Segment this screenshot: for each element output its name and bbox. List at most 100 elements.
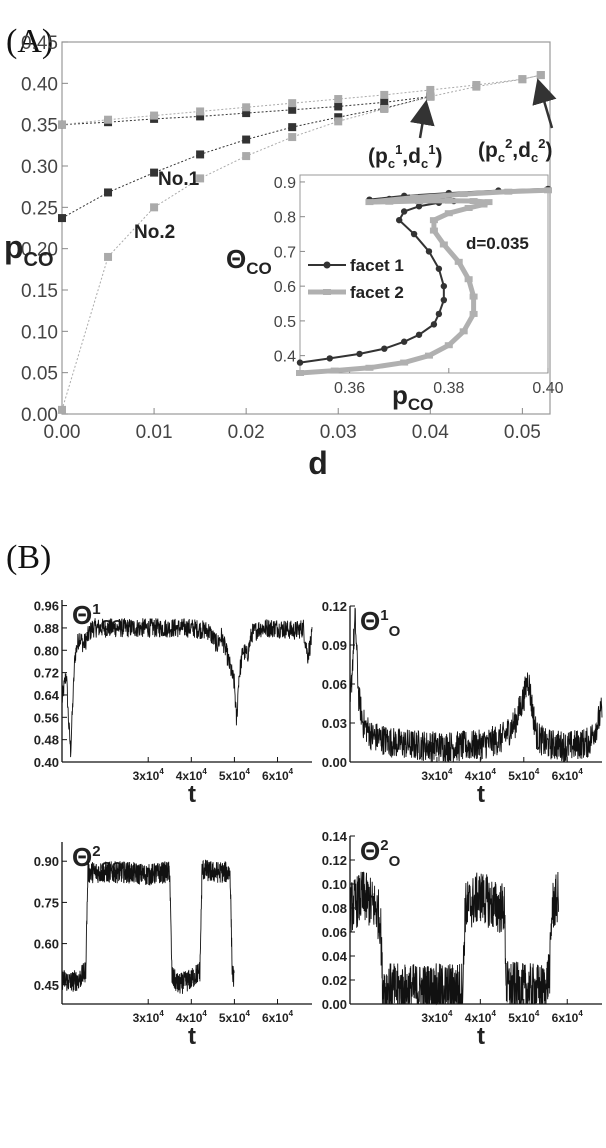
data-point-facet2_upper bbox=[334, 95, 343, 104]
time-series-trace bbox=[61, 859, 235, 994]
inset-data-point bbox=[330, 367, 339, 374]
y-tick-label: 0.00 bbox=[21, 405, 58, 426]
data-point-facet2_lower bbox=[472, 82, 481, 91]
x-tick-label: 5x104 bbox=[219, 1009, 251, 1025]
inset-x-tick-label: 0.36 bbox=[334, 380, 365, 397]
inset-y-tick-label: 0.5 bbox=[274, 314, 296, 331]
data-point-facet2_upper bbox=[150, 111, 159, 120]
data-point-facet2_lower bbox=[426, 92, 435, 101]
critical-point-2-label: (pc2,dc2) bbox=[478, 136, 552, 165]
data-point-facet2_lower bbox=[150, 203, 159, 212]
inset-data-point bbox=[381, 345, 388, 352]
inset-data-point bbox=[396, 216, 403, 224]
data-point-facet2_upper bbox=[196, 107, 205, 116]
data-point-facet1_upper bbox=[242, 109, 251, 118]
inset-data-point bbox=[400, 359, 409, 366]
y-tick-label: 0.25 bbox=[21, 198, 58, 219]
inset-data-point bbox=[326, 355, 333, 362]
series-label: Θ2O bbox=[360, 836, 401, 870]
inset-data-point bbox=[415, 198, 424, 205]
data-point-facet1_lower bbox=[242, 135, 251, 144]
inset-data-point bbox=[430, 321, 438, 328]
y-tick-label: 0.45 bbox=[34, 978, 59, 993]
y-tick-label: 0.56 bbox=[34, 710, 59, 725]
inset-data-point bbox=[440, 282, 448, 290]
inset-data-point bbox=[425, 248, 433, 255]
x-tick-label: 5x104 bbox=[219, 767, 251, 783]
y-tick-label: 0.35 bbox=[21, 116, 58, 137]
inset-y-tick-label: 0.9 bbox=[274, 175, 296, 192]
inset-y-tick-label: 0.8 bbox=[274, 210, 296, 227]
y-tick-label: 0.15 bbox=[21, 281, 58, 302]
data-point-facet2_lower bbox=[242, 152, 251, 161]
legend-swatch-marker bbox=[323, 289, 331, 295]
annotation-no2: No.2 bbox=[134, 222, 175, 243]
x-tick-label: 3x104 bbox=[421, 767, 453, 783]
panel-a-y-label: pCO bbox=[4, 229, 54, 271]
data-point-facet2_lower bbox=[518, 75, 527, 84]
inset-data-point bbox=[484, 199, 493, 206]
y-tick-label: 0.90 bbox=[34, 854, 59, 869]
y-tick-label: 0.12 bbox=[322, 599, 347, 614]
data-point-facet2_lower bbox=[104, 252, 113, 261]
y-tick-label: 0.64 bbox=[34, 688, 60, 703]
inset-data-point bbox=[435, 265, 443, 272]
panel-a-label: (A) bbox=[6, 23, 53, 60]
inset-data-point bbox=[410, 230, 418, 238]
series-line-facet2_lower bbox=[61, 74, 541, 411]
data-point-facet1_upper bbox=[380, 98, 389, 107]
panel-a-series bbox=[58, 71, 545, 414]
x-tick-label: 6x104 bbox=[262, 767, 294, 783]
x-tick-label: 5x104 bbox=[508, 767, 540, 783]
x-tick-label: 4x104 bbox=[465, 767, 497, 783]
data-point-facet2_lower bbox=[334, 117, 343, 126]
y-tick-label: 0.05 bbox=[21, 364, 58, 385]
y-tick-label: 0.02 bbox=[322, 973, 347, 988]
x-tick-label: 5x104 bbox=[508, 1009, 540, 1025]
x-axis-label: t bbox=[188, 781, 196, 808]
legend-label: facet 2 bbox=[350, 283, 404, 302]
inset-x-ticks: 0.36 0.38 0.40 bbox=[334, 368, 564, 397]
inset-data-point bbox=[415, 203, 423, 210]
data-point-facet1_upper bbox=[334, 102, 343, 111]
data-point-facet2_upper bbox=[104, 115, 113, 124]
data-point-facet1_upper bbox=[288, 105, 297, 114]
y-tick-label: 0.00 bbox=[322, 755, 347, 770]
y-tick-label: 0.48 bbox=[34, 733, 59, 748]
data-point-facet1_lower bbox=[288, 123, 297, 132]
data-point-facet2_lower bbox=[536, 71, 545, 80]
x-tick-label: 0.01 bbox=[136, 422, 173, 443]
data-point-facet1_lower bbox=[58, 214, 66, 223]
x-tick-label: 0.02 bbox=[228, 422, 265, 443]
inset-data-point bbox=[469, 293, 478, 300]
data-point-facet2_upper bbox=[58, 120, 66, 129]
arrow-critical-1 bbox=[410, 99, 435, 139]
inset-y-tick-label: 0.7 bbox=[274, 244, 296, 261]
inset-data-point bbox=[296, 370, 304, 376]
inset-data-point bbox=[400, 208, 408, 215]
inset-y-label: ΘCO bbox=[226, 244, 272, 278]
y-tick-label: 0.09 bbox=[322, 638, 347, 653]
x-tick-label: 0.03 bbox=[320, 422, 357, 443]
panel-a-x-ticks: 0.00 0.01 0.02 0.03 0.04 0.05 bbox=[44, 408, 541, 443]
x-tick-label: 6x104 bbox=[262, 1009, 294, 1025]
data-point-facet2_upper bbox=[426, 85, 435, 94]
annotation-no1: No.1 bbox=[158, 169, 200, 190]
data-point-facet2_lower bbox=[288, 133, 297, 142]
inset-data-point bbox=[356, 350, 363, 358]
panel-a-x-label: d bbox=[308, 445, 328, 481]
x-tick-label: 6x104 bbox=[552, 1009, 584, 1025]
inset-data-point bbox=[385, 198, 394, 205]
x-axis-label: t bbox=[188, 1023, 196, 1050]
x-tick-label: 0.00 bbox=[44, 422, 81, 443]
y-tick-label: 0.20 bbox=[21, 240, 58, 261]
x-tick-label: 3x104 bbox=[133, 1009, 165, 1025]
inset-data-point bbox=[439, 241, 448, 248]
legend-swatch-marker bbox=[323, 261, 331, 269]
x-axis-label: t bbox=[477, 1023, 485, 1050]
data-point-facet1_lower bbox=[104, 188, 113, 197]
inset-annotation: d=0.035 bbox=[466, 234, 529, 253]
inset-data-point bbox=[464, 205, 473, 211]
